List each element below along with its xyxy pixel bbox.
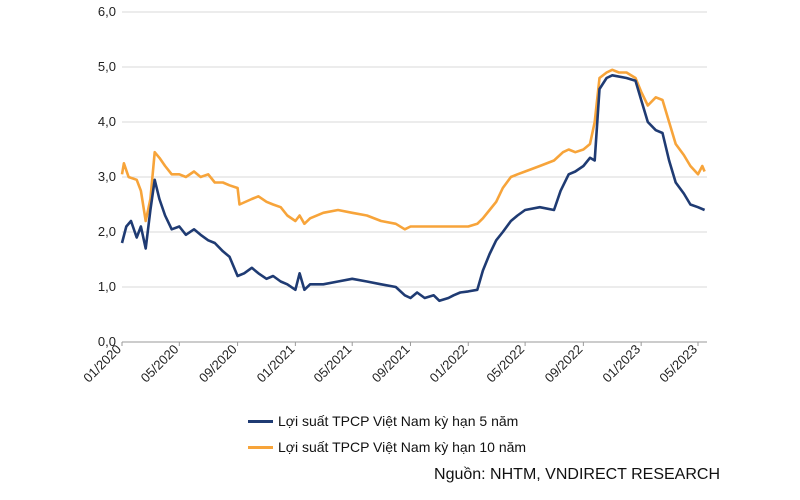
x-tick-label: 09/2022 xyxy=(542,342,586,386)
y-tick-label: 4,0 xyxy=(98,114,116,129)
y-axis-ticks: 0,0 1,0 2,0 3,0 4,0 5,0 6,0 xyxy=(98,4,116,349)
x-tick-label: 05/2022 xyxy=(483,342,527,386)
x-axis-ticks: 01/2020 05/2020 09/2020 01/2021 05/2021 09/20… xyxy=(80,342,700,386)
y-tick-label: 5,0 xyxy=(98,59,116,74)
legend-swatch-5y xyxy=(248,419,273,423)
x-tick-label: 05/2021 xyxy=(310,342,354,386)
y-tick-label: 0,0 xyxy=(98,334,116,349)
legend-label-5y: Lợi suất TPCP Việt Nam kỳ hạn 5 năm xyxy=(278,413,519,429)
legend-swatch-10y xyxy=(248,445,273,449)
x-tick-label: 05/2020 xyxy=(138,342,182,386)
source-note: Nguồn: NHTM, VNDIRECT RESEARCH xyxy=(434,466,720,483)
legend-item-5y: Lợi suất TPCP Việt Nam kỳ hạn 5 năm xyxy=(248,408,526,434)
gridlines xyxy=(122,11,707,343)
series-line-5y xyxy=(120,74,706,303)
x-tick-label: 01/2021 xyxy=(254,342,298,386)
x-tick-label: 09/2020 xyxy=(196,342,240,386)
x-tick-label: 09/2021 xyxy=(369,342,413,386)
x-tick-label: 01/2023 xyxy=(599,342,643,386)
legend: Lợi suất TPCP Việt Nam kỳ hạn 5 năm Lợi … xyxy=(248,408,526,460)
x-tick-label: 01/2022 xyxy=(427,342,471,386)
y-tick-label: 3,0 xyxy=(98,169,116,184)
y-tick-label: 2,0 xyxy=(98,224,116,239)
y-tick-label: 6,0 xyxy=(98,4,116,19)
series-line-10y xyxy=(120,68,706,231)
series-lines xyxy=(120,68,706,303)
legend-item-10y: Lợi suất TPCP Việt Nam kỳ hạn 10 năm xyxy=(248,434,526,460)
x-tick-label: 05/2023 xyxy=(656,342,700,386)
legend-label-10y: Lợi suất TPCP Việt Nam kỳ hạn 10 năm xyxy=(278,439,527,455)
y-tick-label: 1,0 xyxy=(98,279,116,294)
